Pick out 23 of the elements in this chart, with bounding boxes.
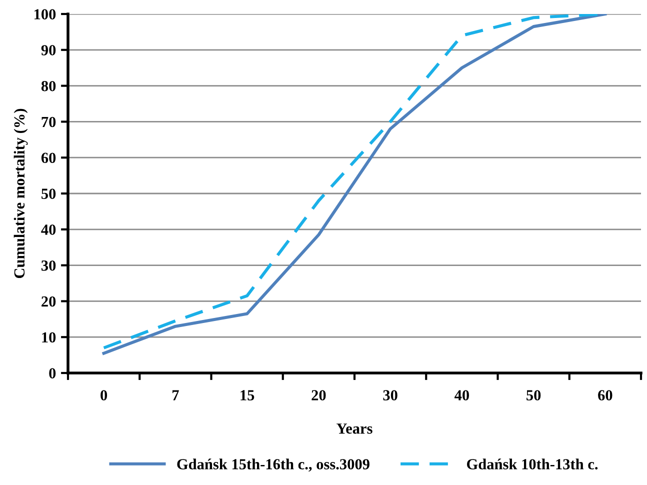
x-tick-label: 15	[240, 390, 254, 400]
y-tick-label: 20	[42, 296, 56, 307]
y-tick-label: 40	[41, 224, 56, 235]
x-tick-label: 50	[526, 390, 541, 400]
y-tick-label: 80	[41, 80, 56, 92]
x-tick-label: 0	[100, 390, 108, 400]
x-tick-label: 40	[454, 390, 469, 400]
y-tick-label: 70	[42, 116, 56, 128]
x-tick-label: 7	[172, 390, 179, 400]
y-tick-label: 60	[41, 152, 56, 164]
x-tick-label: 20	[312, 390, 326, 400]
y-tick-label: 0	[49, 368, 56, 378]
y-tick-label: 30	[41, 260, 56, 271]
y-tick-label: 10	[42, 332, 56, 343]
y-tick-label: 90	[41, 45, 56, 56]
x-axis-title: Years	[336, 424, 372, 434]
x-tick-label: 60	[598, 390, 612, 400]
y-tick-label: 100	[34, 9, 56, 20]
y-tick-label: 50	[42, 188, 56, 199]
legend-label: Gdańsk 15th-16th c., oss.3009	[177, 458, 370, 472]
x-tick-label: 30	[383, 390, 398, 400]
legend-label: Gdańsk 10th-13th c.	[466, 458, 598, 470]
y-axis-title: Cumulative mortality (%)	[14, 108, 28, 278]
